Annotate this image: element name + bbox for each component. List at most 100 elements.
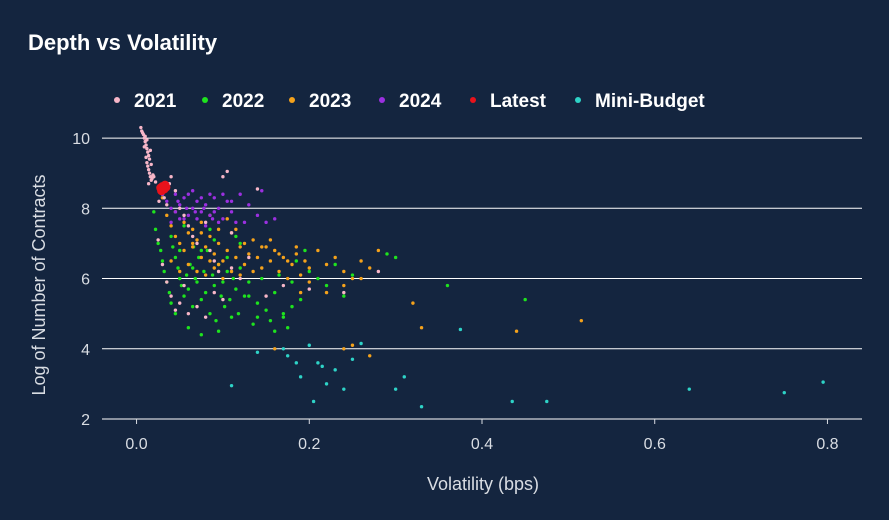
point-2023 [273,248,277,253]
point-2023 [238,273,242,277]
legend-marker-2024 [379,97,385,103]
point-2022 [212,238,216,242]
point-2022 [234,287,238,291]
point-2022 [225,269,229,274]
point-2022 [219,294,223,298]
point-2022 [205,248,210,253]
point-2024 [229,199,234,203]
point-2021 [146,164,150,168]
point-2022 [210,273,215,277]
point-latest [160,180,170,190]
x-axis: 0.0 0.2 0.4 0.6 0.8 [125,419,839,453]
y-tick-label: 10 [72,131,90,148]
point-2024 [182,196,186,200]
data-points [139,125,825,409]
legend-label-2022: 2022 [222,91,264,112]
point-2024 [216,206,221,211]
point-2022 [214,318,218,323]
point-2022 [160,259,165,263]
point-2022 [178,276,182,281]
legend-label-latest: Latest [490,91,547,112]
point-2023 [216,241,221,246]
point-2022 [153,227,158,232]
point-2023 [199,220,204,225]
legend-marker-mini-budget [575,97,581,103]
x-tick-label: 0.4 [471,436,493,453]
point-2024 [184,206,189,211]
point-2021 [182,213,186,218]
point-2021 [165,280,169,284]
point-2022 [307,269,311,274]
point-2022 [173,255,178,260]
point-2021 [376,269,381,274]
point-2023 [260,266,264,270]
point-2023 [212,266,216,270]
point-2021 [229,266,234,270]
point-2022 [212,283,216,288]
point-2021 [146,167,151,172]
point-2023 [411,301,415,305]
point-2023 [307,280,311,284]
x-tick-label: 0.6 [644,436,666,453]
point-2023 [186,231,191,235]
point-2023 [242,241,247,246]
point-2021 [149,162,153,167]
point-2023 [303,259,307,263]
point-2022 [199,333,204,337]
point-2023 [285,276,290,281]
point-mini-budget [281,347,286,351]
point-2021 [195,304,199,309]
legend-label-mini-budget: Mini-Budget [595,91,705,112]
point-2022 [273,329,277,333]
point-2024 [178,203,182,207]
point-2022 [290,304,294,309]
point-2024 [173,210,178,214]
point-2021 [186,311,191,316]
point-2022 [273,290,277,295]
point-2023 [199,231,204,235]
point-mini-budget [229,383,234,388]
point-mini-budget [324,382,329,386]
point-2022 [445,283,450,288]
point-2024 [186,192,191,196]
point-2023 [376,248,381,253]
x-tick-label: 0.2 [298,436,320,453]
y-axis-title: Log of Number of Contracts [29,174,49,395]
point-2021 [143,134,147,139]
point-2023 [285,259,290,263]
point-2022 [152,210,156,214]
point-2023 [368,266,372,270]
gridlines [102,137,862,420]
point-2023 [247,252,251,256]
point-2021 [169,294,173,298]
point-2022 [236,311,241,316]
point-2023 [324,290,329,295]
point-2023 [165,213,169,218]
point-2022 [285,325,290,330]
point-2024 [210,217,215,221]
point-2022 [229,315,234,319]
x-tick-label: 0.0 [125,436,147,453]
point-2022 [281,315,286,319]
point-2022 [169,301,173,305]
point-2022 [290,280,294,284]
point-2023 [195,269,199,274]
point-2021 [178,206,182,211]
point-2024 [176,199,180,203]
x-axis-title: Volatility (bps) [427,474,539,494]
point-2022 [298,297,303,302]
point-2024 [190,189,195,193]
point-2021 [146,153,151,158]
point-2022 [162,269,166,274]
point-2021 [221,297,225,302]
point-2024 [225,199,229,203]
legend-item-latest: Latest [470,91,547,112]
point-2021 [281,283,286,288]
point-2023 [255,255,260,260]
point-2023 [251,269,255,274]
y-tick-label: 6 [81,272,90,289]
point-2022 [216,329,221,333]
point-2024 [193,210,197,214]
